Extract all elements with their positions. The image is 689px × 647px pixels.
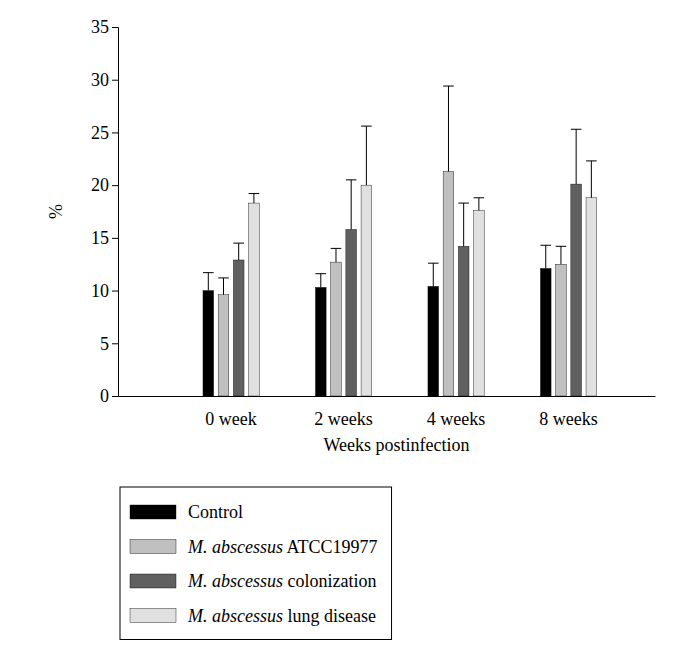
tick: 20 [91, 175, 118, 195]
tick-label: 2 weeks [314, 409, 372, 429]
error-bar [203, 273, 214, 291]
tick: 0 [100, 386, 118, 406]
legend-swatch [130, 609, 176, 623]
legend-label: M. abscessus colonization [187, 571, 376, 591]
bars [203, 86, 597, 396]
tick: 0 week [205, 396, 256, 429]
tick-label: 20 [91, 175, 109, 195]
tick-label: 0 week [205, 409, 256, 429]
legend-label: Control [188, 502, 243, 522]
error-bar [458, 203, 469, 246]
tick: 10 [91, 281, 118, 301]
error-bar [331, 248, 342, 262]
legend: Control M. abscessus ATCC19977 M. abscessu… [120, 487, 392, 640]
tick: 2 weeks [314, 396, 372, 429]
legend-label: M. abscessus lung disease [187, 606, 376, 626]
error-bar [540, 245, 551, 268]
bar [346, 229, 357, 396]
tick: 25 [91, 123, 118, 143]
error-bar [556, 246, 567, 264]
legend-box [120, 487, 392, 640]
series [218, 86, 566, 396]
tick-label: 15 [91, 228, 109, 248]
tick-mark [112, 185, 118, 186]
bar [556, 264, 567, 396]
tick: 15 [91, 228, 118, 248]
tick: 30 [91, 70, 118, 90]
y-axis: 0 5 10 15 20 25 30 35 [91, 17, 119, 406]
tick-label: 8 weeks [539, 409, 597, 429]
bar [203, 291, 214, 396]
x-axis: 0 week 2 weeks 4 weeks 8 weeks [119, 396, 656, 429]
tick-label: 0 [100, 386, 109, 406]
bar [315, 287, 326, 396]
error-bar [474, 198, 485, 211]
tick-mark [112, 238, 118, 239]
bar [428, 286, 439, 396]
tick-mark [112, 396, 118, 397]
tick: 35 [91, 17, 118, 37]
tick-mark [112, 291, 118, 292]
y-axis-title: % [46, 204, 66, 219]
bar [540, 268, 551, 396]
tick-mark [112, 27, 118, 28]
tick: 5 [100, 334, 118, 354]
error-bar [233, 243, 244, 260]
series [249, 126, 597, 396]
legend-label: M. abscessus ATCC19977 [187, 537, 378, 557]
tick-label: 10 [91, 281, 109, 301]
tick: 8 weeks [539, 396, 597, 429]
bar [586, 198, 597, 396]
bar [249, 203, 260, 396]
tick: 4 weeks [427, 396, 485, 429]
series [233, 129, 581, 396]
bar [218, 295, 229, 396]
tick-label: 30 [91, 70, 109, 90]
error-bar [571, 129, 582, 184]
error-bar [315, 274, 326, 288]
error-bar [218, 278, 229, 295]
error-bar [361, 126, 372, 185]
bar [474, 210, 485, 396]
tick-mark [112, 343, 118, 344]
axis-line [112, 28, 119, 397]
x-axis-title: Weeks postinfection [323, 435, 469, 455]
axis-line [119, 396, 656, 397]
legend-swatch [130, 505, 176, 519]
chart: 0 5 10 15 20 25 30 35 0 week 2 weeks 4 weeks 8 week… [0, 0, 689, 647]
tick-label: 5 [100, 334, 109, 354]
bar [331, 262, 342, 396]
error-bar [249, 194, 260, 203]
bar [571, 184, 582, 396]
error-bar [346, 180, 357, 230]
tick-mark [112, 132, 118, 133]
tick-label: 4 weeks [427, 409, 485, 429]
bar [361, 185, 372, 396]
tick-mark [112, 80, 118, 81]
bar [233, 260, 244, 396]
bar [443, 171, 454, 396]
bar [458, 246, 469, 396]
error-bar [443, 86, 454, 171]
tick-label: 35 [91, 17, 109, 37]
tick-label: 25 [91, 123, 109, 143]
error-bar [428, 263, 439, 286]
legend-swatch [130, 540, 176, 554]
legend-swatch [130, 574, 176, 588]
error-bar [586, 161, 597, 198]
